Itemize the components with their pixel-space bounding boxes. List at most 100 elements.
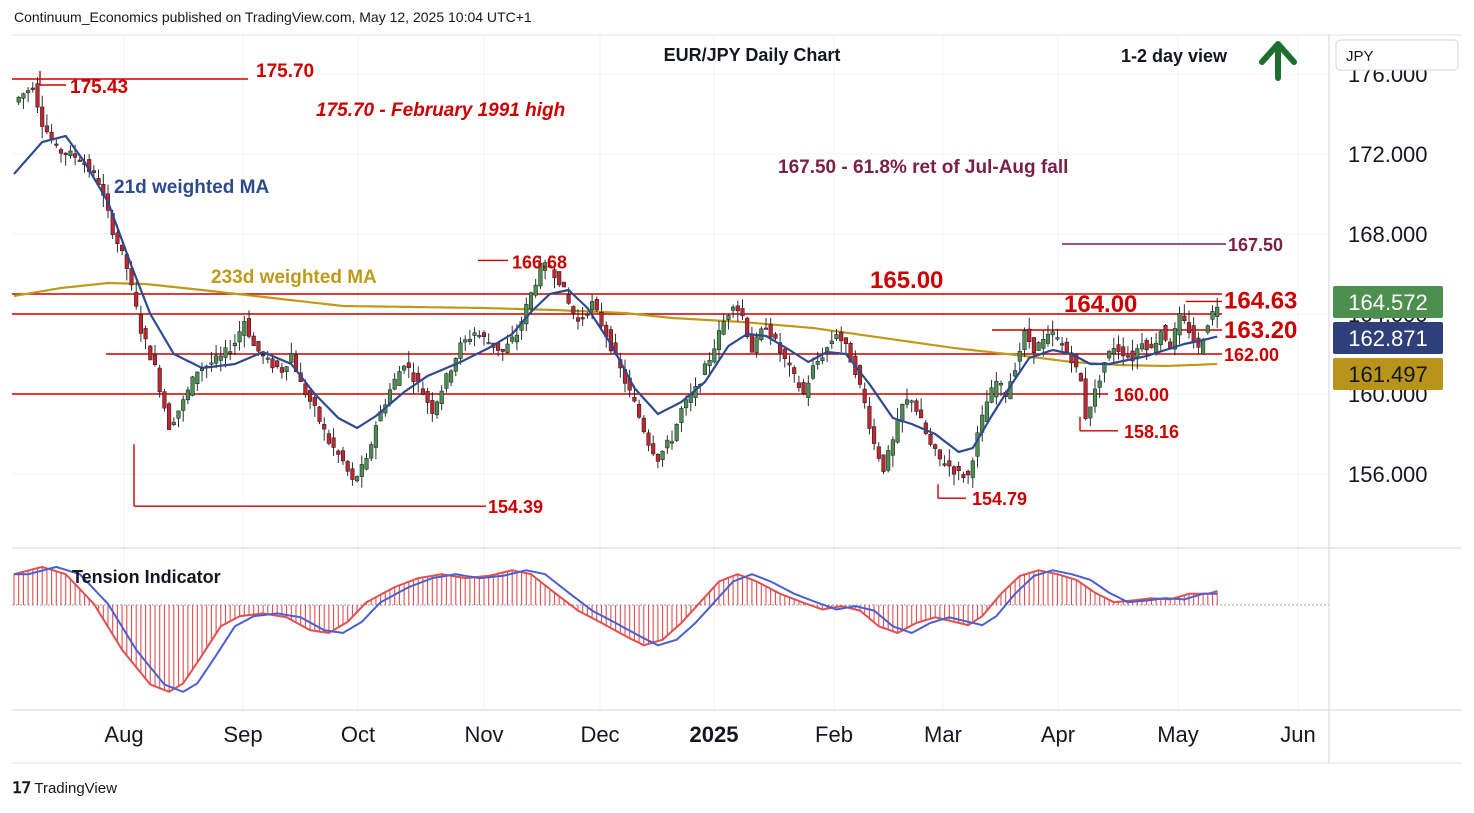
candle-body [167,403,172,430]
candle-body [890,439,895,456]
candle [58,147,64,163]
candle-body [1069,352,1074,364]
candle [138,305,143,342]
candle-body [68,150,73,157]
candle-body [237,331,242,343]
candle [91,165,96,178]
candle-body [1130,350,1135,362]
candle-body [439,390,444,405]
candle-body [848,343,853,363]
candle-body [745,317,750,338]
candle [1036,341,1041,351]
candle-body [1045,333,1051,344]
candle-body [242,321,247,336]
candle-body [1078,373,1083,382]
candle-body [801,382,806,394]
candle [561,281,566,288]
candle-body [312,397,317,406]
candle [1097,375,1102,399]
candle-body [740,308,745,317]
candle-body [886,450,891,471]
candle [63,152,68,166]
level-label-164-00: 164.00 [1064,291,1137,318]
candle-body [270,358,275,369]
x-tick-label: Oct [341,722,375,747]
candle-body [223,347,228,358]
candle [420,381,425,396]
candle-body [942,463,947,466]
candle [406,351,411,379]
candle [1088,406,1093,427]
candle [143,325,148,349]
candle [763,318,769,330]
candle-body [73,153,78,158]
candle-body [575,317,581,322]
candle-body [1088,406,1093,419]
candle [1092,379,1098,413]
candle [1060,337,1065,352]
candle [956,461,961,481]
up-arrow-icon [1259,41,1297,81]
candle [369,441,374,462]
candle-body [1092,388,1098,407]
candle [749,326,754,353]
candle-body [279,367,284,373]
x-tick-label: Nov [464,722,503,747]
candle-body [392,378,397,390]
candle-body [923,422,928,434]
candle-body [533,284,538,296]
candle [970,457,975,488]
candle [40,95,45,139]
ma233-label: 233d weighted MA [211,267,377,288]
candle [641,415,646,434]
candle [862,382,867,409]
candle-body [143,328,148,340]
candle [336,449,341,463]
x-tick-label: Sep [223,722,262,747]
candle-body [881,454,886,472]
candle-body [571,306,576,314]
candle [876,442,881,462]
candle-body [406,362,411,368]
candle [148,344,153,361]
level-label-175-70: 175.70 [256,61,314,82]
candle-body [961,474,966,478]
up-arrow-shape [1259,41,1297,81]
candle-body [1182,315,1187,321]
candle-body [275,360,280,367]
tension-slow-line [14,565,1218,693]
candle-body [228,351,233,354]
candle-body [322,424,327,430]
candle [397,365,402,386]
candle [472,327,477,346]
candle [340,446,346,465]
candle [279,362,284,379]
candle [768,317,773,345]
candle-body [91,170,96,173]
candle-body [369,444,374,459]
x-tick-label: 2025 [690,722,739,747]
candle [463,335,468,351]
candle [275,359,280,369]
price-badge: 162.871 [1333,322,1443,354]
candle [886,445,891,473]
candle-body [430,400,435,414]
candle-body [458,342,463,359]
candle-body [331,437,336,448]
candle [30,81,35,93]
candle-body [190,376,195,396]
tradingview-logo-icon[interactable]: 𝟣𝟩 [12,780,31,797]
candle [134,281,139,310]
candle [373,421,378,460]
candle-body [256,341,261,352]
candle [778,332,783,363]
candle-body [749,333,754,353]
level-label-163-20: 163.20 [1224,317,1297,344]
candle-body [467,338,472,342]
candle [622,359,628,393]
candle [881,454,886,475]
candle [942,455,947,467]
candle [961,471,966,483]
candle [1013,362,1018,379]
